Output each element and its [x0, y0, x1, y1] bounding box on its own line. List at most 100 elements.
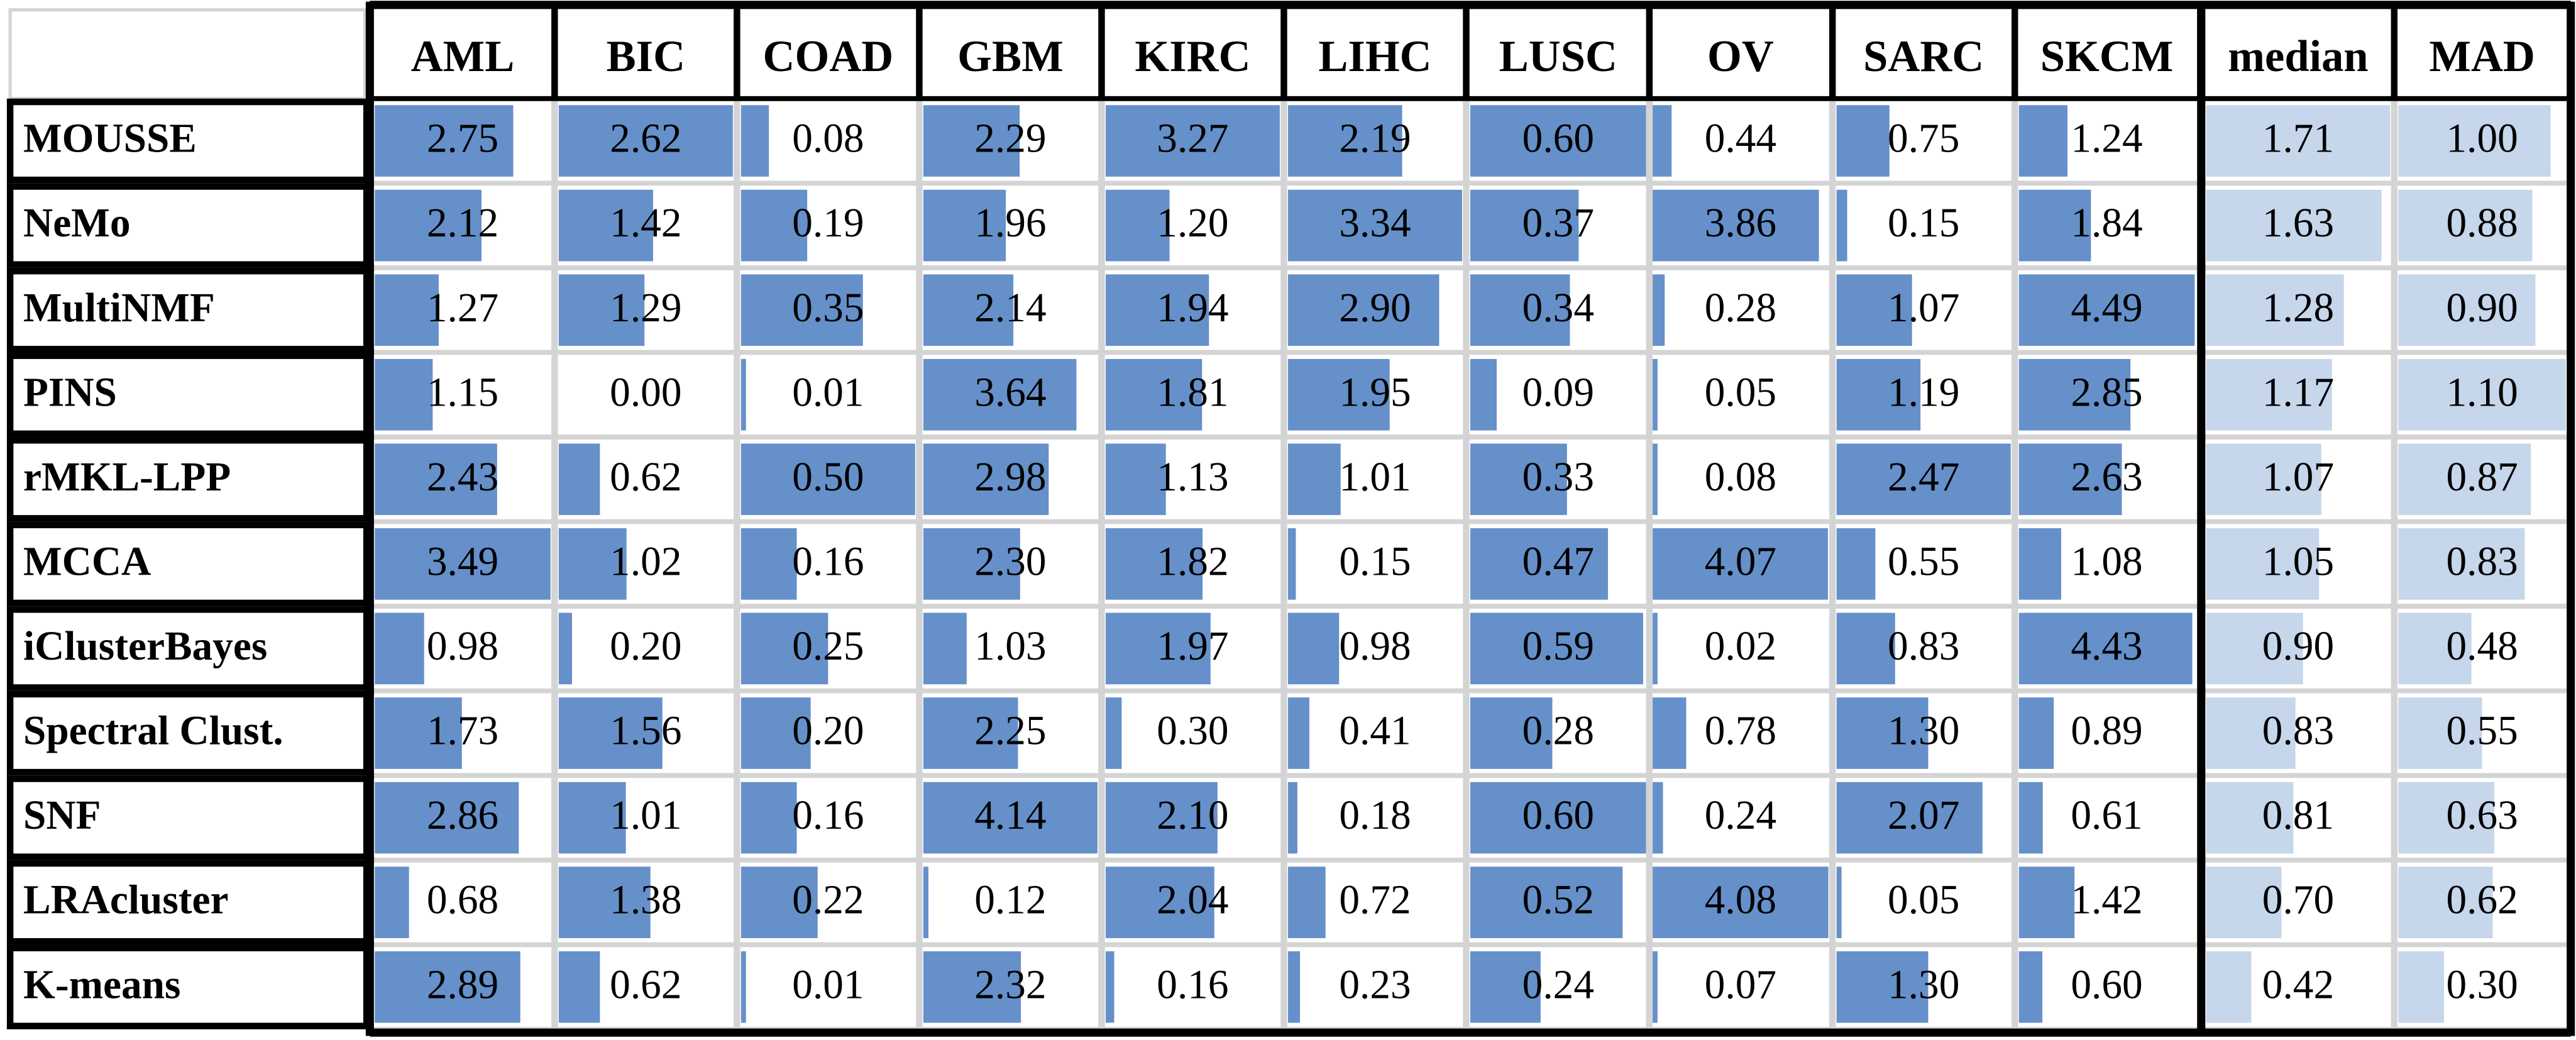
- data-bar: [1836, 782, 1983, 854]
- cell-value: 0.98: [427, 624, 498, 669]
- data-bar: [1288, 443, 1341, 516]
- cell-value: 0.83: [2262, 709, 2334, 754]
- data-bar: [1288, 105, 1402, 177]
- cell-value: 1.95: [1339, 370, 1411, 415]
- data-bar: [375, 358, 433, 431]
- cell-value: 3.49: [427, 539, 498, 584]
- row-label: PINS: [23, 370, 117, 415]
- column-header: LIHC: [1318, 32, 1431, 81]
- data-bar: [1470, 274, 1570, 346]
- cell-value: 4.08: [1705, 878, 1776, 923]
- cell-value: 1.71: [2262, 116, 2334, 162]
- data-bar: [1653, 274, 1665, 346]
- cell-value: 3.27: [1157, 116, 1228, 162]
- data-bar: [1653, 105, 1672, 177]
- cell-value: 0.89: [2071, 709, 2142, 754]
- cell-value: 1.81: [1157, 370, 1228, 415]
- cell-value: 0.41: [1339, 709, 1411, 754]
- data-bar: [2206, 358, 2332, 431]
- cell-value: 2.47: [1888, 455, 1959, 500]
- cell-value: 2.10: [1157, 793, 1228, 838]
- cell-value: 1.05: [2262, 539, 2334, 584]
- cell-value: 1.29: [610, 285, 681, 331]
- data-bar: [2206, 782, 2294, 854]
- cell-value: 0.50: [792, 455, 864, 500]
- cell-value: 1.97: [1157, 624, 1228, 669]
- column-header: LUSC: [1499, 32, 1617, 81]
- cell-value: 2.14: [974, 285, 1046, 331]
- cell-value: 1.24: [2071, 116, 2142, 162]
- data-bar: [1105, 951, 1115, 1023]
- data-bar: [1653, 528, 1828, 600]
- data-bar: [1470, 189, 1579, 262]
- data-bar: [1105, 358, 1203, 431]
- data-bar: [558, 782, 626, 854]
- data-bar: [740, 274, 863, 346]
- cell-value: 4.14: [974, 793, 1046, 838]
- cell-value: 1.10: [2446, 370, 2518, 415]
- cell-value: 1.17: [2262, 370, 2334, 415]
- cell-value: 2.04: [1157, 878, 1228, 923]
- data-bar: [1105, 866, 1214, 938]
- data-bar: [740, 951, 746, 1023]
- cell-value: 0.23: [1339, 962, 1411, 1007]
- cell-value: 0.00: [610, 370, 681, 415]
- cell-value: 1.27: [427, 285, 498, 331]
- label-header-cell: [8, 8, 367, 101]
- cell-value: 2.75: [427, 116, 498, 162]
- cell-value: 1.01: [1339, 455, 1411, 500]
- data-bar: [740, 612, 828, 685]
- cell-value: 0.25: [792, 624, 864, 669]
- column-header: SARC: [1863, 32, 1984, 81]
- data-bar: [2398, 697, 2482, 769]
- cell-value: 0.62: [610, 455, 681, 500]
- cell-value: 0.08: [792, 116, 864, 162]
- cell-value: 0.30: [2446, 962, 2518, 1007]
- cell-value: 0.60: [2071, 962, 2142, 1007]
- cell-value: 0.16: [792, 793, 864, 838]
- data-bar: [375, 612, 424, 685]
- data-bar: [2398, 866, 2493, 938]
- cell-value: 1.20: [1157, 201, 1228, 246]
- data-bar: [2398, 443, 2531, 516]
- data-bar: [558, 189, 653, 262]
- cell-value: 0.52: [1522, 878, 1594, 923]
- data-bar: [1470, 951, 1541, 1023]
- cell-value: 2.29: [974, 116, 1046, 162]
- cell-value: 1.84: [2071, 201, 2142, 246]
- cell-value: 0.70: [2262, 878, 2334, 923]
- data-bar: [1836, 697, 1929, 769]
- data-bar: [1836, 105, 1890, 177]
- data-bar: [923, 443, 1049, 516]
- data-bar: [2398, 528, 2525, 600]
- row-label: SNF: [23, 793, 101, 838]
- cell-value: 3.34: [1339, 201, 1411, 246]
- row-label: LRAcluster: [23, 878, 229, 923]
- data-bar: [1470, 866, 1623, 938]
- data-bar: [1288, 358, 1390, 431]
- data-bar: [923, 697, 1018, 769]
- data-bar: [2018, 274, 2195, 346]
- cell-value: 2.98: [974, 455, 1046, 500]
- data-bar: [2206, 443, 2321, 516]
- data-bar: [2206, 189, 2382, 262]
- cell-value: 0.55: [2446, 709, 2518, 754]
- cell-value: 3.86: [1705, 201, 1776, 246]
- cell-value: 0.87: [2446, 455, 2518, 500]
- cell-value: 0.60: [1522, 116, 1594, 162]
- cell-value: 0.24: [1522, 962, 1594, 1007]
- cell-value: 0.34: [1522, 285, 1594, 331]
- data-bar: [2206, 274, 2344, 346]
- data-bar: [375, 189, 482, 262]
- cell-value: 1.28: [2262, 285, 2334, 331]
- data-bar: [2206, 528, 2320, 600]
- data-bar: [558, 443, 600, 516]
- data-bar: [375, 782, 519, 854]
- cell-value: 0.75: [1888, 116, 1959, 162]
- data-bar: [2018, 358, 2131, 431]
- data-bar: [1288, 189, 1462, 262]
- cell-value: 2.62: [610, 116, 681, 162]
- cell-value: 0.98: [1339, 624, 1411, 669]
- data-bar: [558, 866, 651, 938]
- cell-value: 0.22: [792, 878, 864, 923]
